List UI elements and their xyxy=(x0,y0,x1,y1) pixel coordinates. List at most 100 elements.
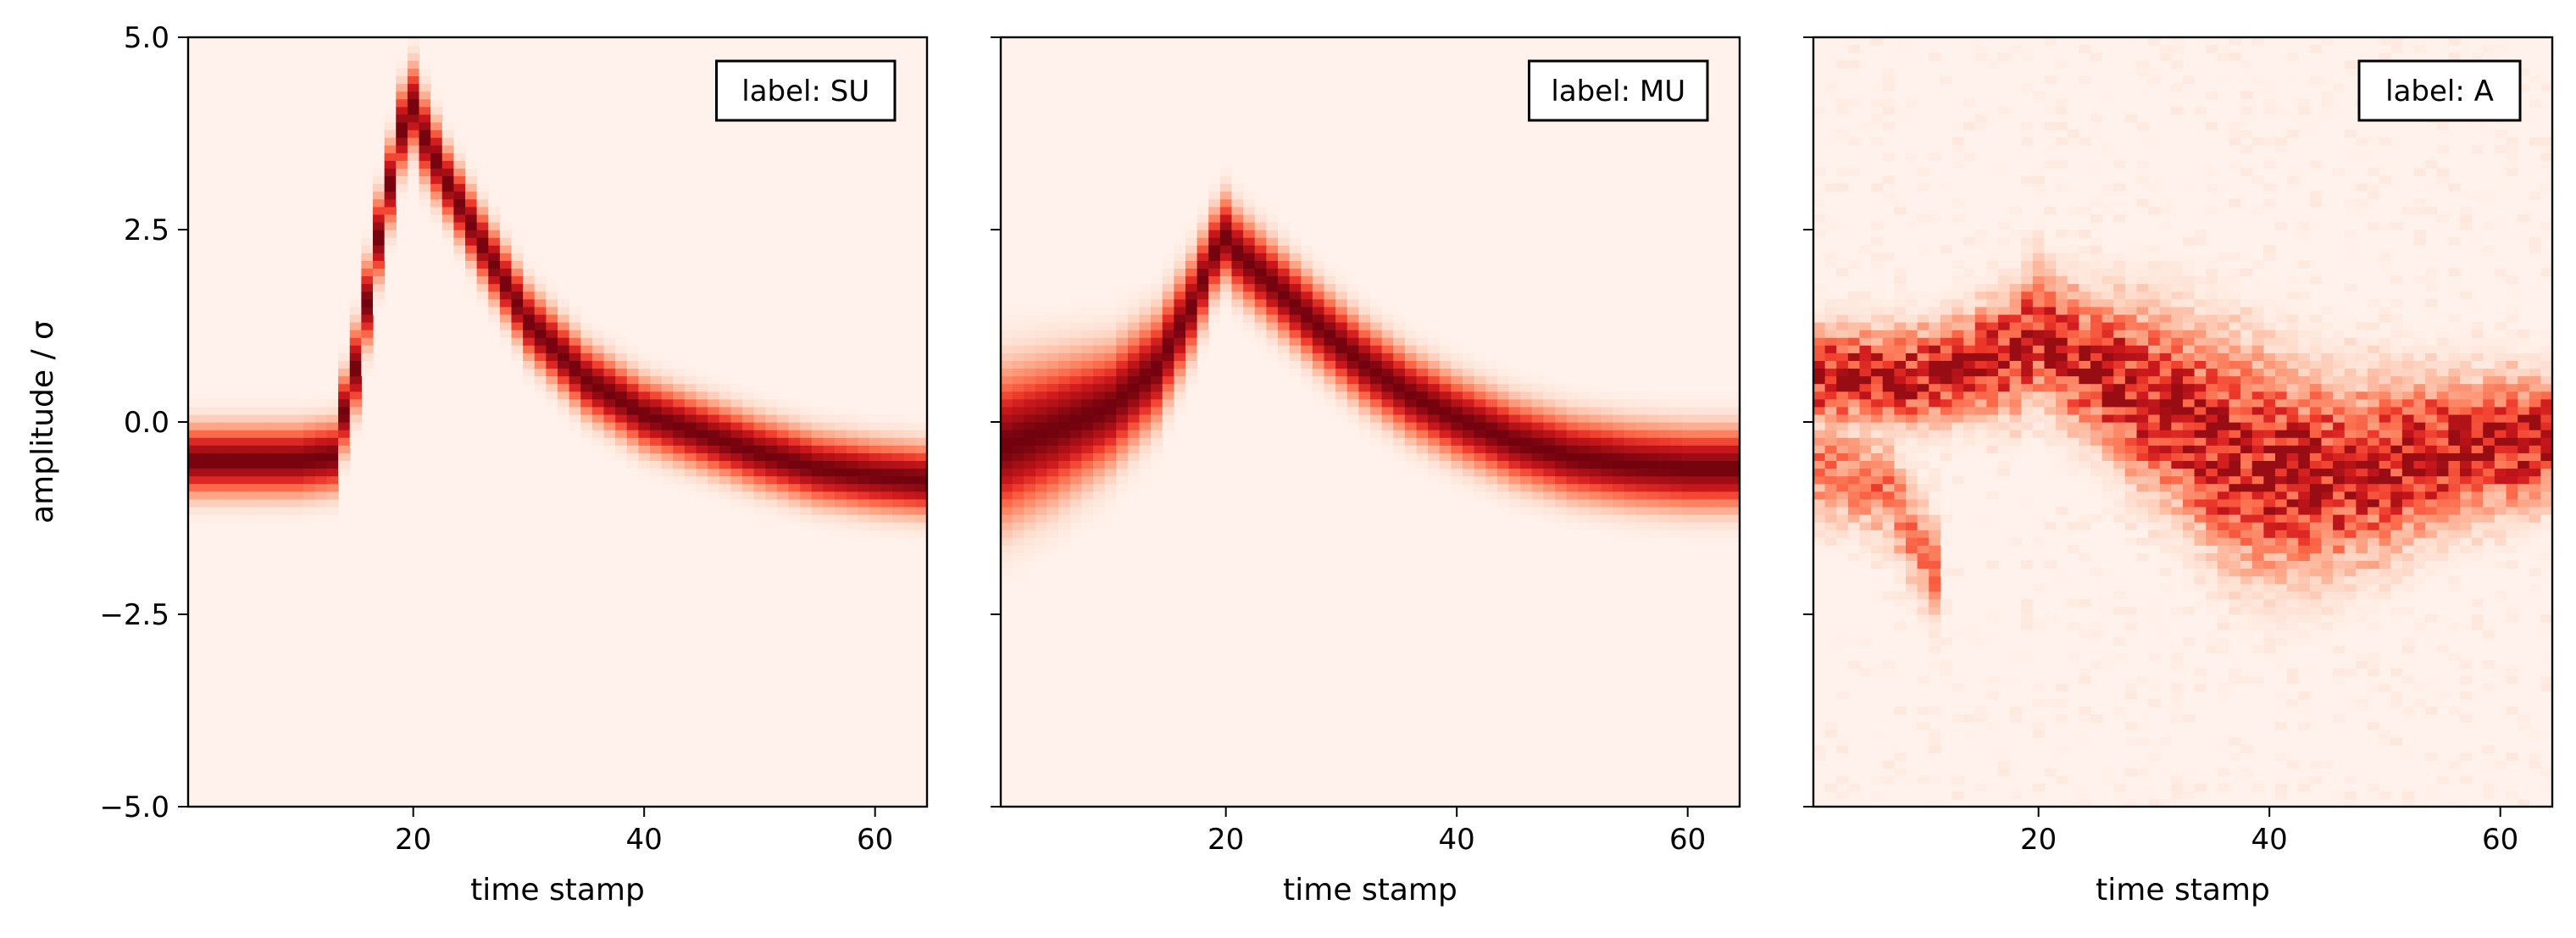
heatmap-cell xyxy=(2240,513,2253,523)
heatmap-cell xyxy=(1463,383,1475,392)
heatmap-cell xyxy=(1278,321,1291,330)
heatmap-cell xyxy=(1393,330,1406,338)
heatmap-cell xyxy=(1012,545,1024,553)
heatmap-cell xyxy=(1520,452,1533,461)
heatmap-cell xyxy=(2298,291,2311,300)
heatmap-cell xyxy=(673,430,686,438)
heatmap-cell xyxy=(1428,391,1441,400)
heatmap-cell xyxy=(2321,345,2334,353)
heatmap-cell xyxy=(2124,114,2138,123)
heatmap-cell xyxy=(2056,268,2068,277)
heatmap-cell xyxy=(2263,383,2276,392)
heatmap-cell xyxy=(2368,522,2380,530)
heatmap-cell xyxy=(1058,506,1071,515)
heatmap-cell xyxy=(1716,475,1729,485)
heatmap-cell xyxy=(1093,321,1106,330)
heatmap-cell xyxy=(2056,98,2068,108)
heatmap-cell xyxy=(1882,545,1895,553)
heatmap-cell xyxy=(280,437,293,446)
heatmap-cell xyxy=(1104,368,1117,377)
heatmap-cell xyxy=(2298,306,2311,315)
heatmap-cell xyxy=(1894,475,1907,485)
heatmap-cell xyxy=(661,413,674,423)
heatmap-cell xyxy=(730,437,743,446)
heatmap-cell xyxy=(1543,406,1556,415)
heatmap-cell xyxy=(1081,406,1094,415)
heatmap-cell xyxy=(2009,314,2022,323)
heatmap-cell xyxy=(1451,468,1463,477)
heatmap-cell xyxy=(2101,391,2114,400)
heatmap-cell xyxy=(1496,468,1510,477)
heatmap-cell xyxy=(1116,321,1129,330)
heatmap-cell xyxy=(2056,368,2068,377)
heatmap-cell xyxy=(858,445,870,453)
heatmap-cell xyxy=(892,483,905,492)
heatmap-cell xyxy=(1139,452,1152,461)
heatmap-cell xyxy=(2079,368,2091,377)
heatmap-cell xyxy=(2344,153,2357,161)
heatmap-cell xyxy=(2298,545,2311,553)
heatmap-cell xyxy=(1243,298,1256,308)
heatmap-cell xyxy=(2356,483,2368,492)
heatmap-cell xyxy=(1335,398,1348,408)
heatmap-cell xyxy=(1929,314,1941,323)
heatmap-cell xyxy=(1940,391,1953,400)
heatmap-cell xyxy=(234,475,247,485)
heatmap-cell xyxy=(465,260,478,269)
heatmap-cell xyxy=(2159,283,2172,292)
heatmap-cell xyxy=(880,430,893,438)
heatmap-cell xyxy=(2344,60,2357,69)
heatmap-cell xyxy=(1847,260,1861,269)
heatmap-cell xyxy=(626,352,639,361)
heatmap-cell xyxy=(2333,583,2346,592)
heatmap-cell xyxy=(1151,321,1163,330)
heatmap-cell xyxy=(2090,268,2103,277)
heatmap-cell xyxy=(546,398,558,408)
heatmap-cell xyxy=(2251,506,2264,515)
heatmap-cell xyxy=(1058,522,1071,530)
heatmap-cell xyxy=(1139,298,1152,308)
heatmap-cell xyxy=(2206,352,2218,361)
heatmap-cell xyxy=(280,413,293,423)
heatmap-cell xyxy=(1127,352,1141,361)
heatmap-cell xyxy=(776,437,790,446)
heatmap-cell xyxy=(2159,768,2172,777)
heatmap-cell xyxy=(2240,375,2253,385)
heatmap-cell xyxy=(407,75,420,85)
heatmap-cell xyxy=(1046,398,1059,408)
heatmap-cell xyxy=(1836,368,1849,377)
heatmap-cell xyxy=(591,398,605,408)
heatmap-cell xyxy=(1693,537,1706,546)
heatmap-cell xyxy=(2194,268,2207,277)
heatmap-cell xyxy=(419,98,431,108)
heatmap-cell xyxy=(1116,330,1129,338)
heatmap-cell xyxy=(2309,606,2323,615)
heatmap-cell xyxy=(1381,398,1394,408)
heatmap-cell xyxy=(1116,437,1129,446)
heatmap-cell xyxy=(2321,552,2334,562)
heatmap-cell xyxy=(1555,391,1568,400)
heatmap-cell xyxy=(742,483,755,492)
heatmap-cell xyxy=(915,475,928,485)
heatmap-cell xyxy=(1081,398,1094,408)
heatmap-cell xyxy=(2344,330,2357,338)
heatmap-cell xyxy=(1670,530,1683,538)
heatmap-cell xyxy=(1836,737,1849,746)
heatmap-cell xyxy=(2356,568,2368,577)
heatmap-cell xyxy=(2263,652,2276,662)
heatmap-cell xyxy=(753,468,766,477)
heatmap-cell xyxy=(1278,260,1291,269)
heatmap-cell xyxy=(892,491,905,500)
heatmap-cell xyxy=(2298,614,2311,623)
heatmap-cell xyxy=(2217,768,2230,777)
heatmap-cell xyxy=(1278,221,1291,230)
heatmap-cell xyxy=(1439,468,1452,477)
heatmap-cell xyxy=(199,406,212,415)
heatmap-cell xyxy=(626,345,639,353)
heatmap-cell xyxy=(2251,537,2264,546)
heatmap-cell xyxy=(2333,83,2346,92)
heatmap-cell xyxy=(2067,291,2079,300)
heatmap-cell xyxy=(2056,775,2068,785)
heatmap-cell xyxy=(1974,383,1987,392)
heatmap-cell xyxy=(2009,714,2022,723)
